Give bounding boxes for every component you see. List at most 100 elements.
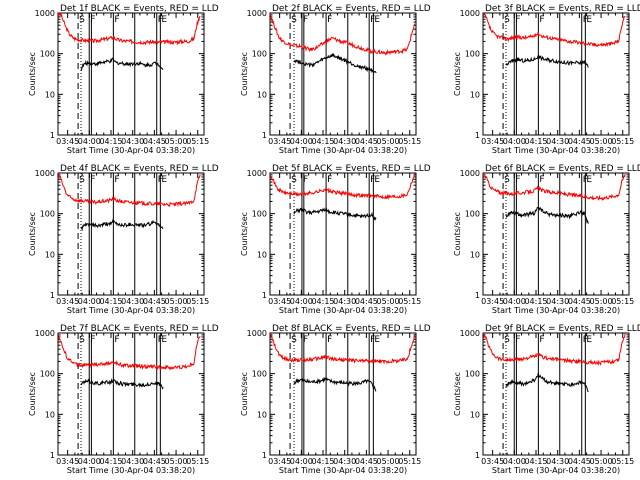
plot-frame: [482, 332, 630, 456]
y-tick-label: 10: [257, 90, 267, 99]
x-tick-label: 05:15: [398, 137, 421, 146]
marker-label: E: [586, 175, 592, 185]
x-tick-label: 04:45: [568, 297, 591, 306]
series-events-line: [505, 373, 589, 393]
panel-title: Det 7f BLACK = Events, RED = LLD: [60, 324, 219, 334]
marker-label: F: [539, 175, 544, 185]
x-axis-label: Start Time (30-Apr-04 03:38:20): [492, 146, 620, 155]
panel-det-5: Det 5f BLACK = Events, RED = LLD 1 10 100 10…: [240, 164, 431, 315]
y-axis-label: Counts/sec: [240, 52, 249, 96]
panel-det-8: Det 8f BLACK = Events, RED = LLD 1 10 100 10…: [240, 324, 431, 475]
y-tick-label: 1000: [247, 9, 267, 18]
x-tick-label: 03:45: [56, 297, 79, 306]
x-tick-label: 04:45: [143, 457, 166, 466]
series-lld-line: [58, 13, 201, 46]
x-tick-label: 04:30: [333, 137, 356, 146]
marker-label: E: [586, 15, 592, 25]
plot-frame: [482, 172, 630, 296]
marker-label: S: [504, 175, 510, 185]
y-tick-label: 1000: [460, 329, 480, 338]
x-tick-label: 04:00: [503, 457, 526, 466]
series-events-line: [293, 52, 377, 74]
panel-det-6: Det 6f BLACK = Events, RED = LLD 1 10 100 10…: [453, 164, 640, 315]
series-lld-line: [483, 173, 626, 201]
panel-title: Det 5f BLACK = Events, RED = LLD: [272, 164, 431, 174]
marker-label: S: [504, 15, 510, 25]
series-lld-line: [270, 333, 416, 365]
marker-label: S: [79, 175, 85, 185]
y-tick-label: 100: [465, 50, 480, 59]
x-tick-label: 04:45: [568, 137, 591, 146]
x-tick-label: 05:00: [165, 297, 188, 306]
marker-label: S: [504, 335, 510, 345]
y-tick-label: 1: [475, 291, 480, 300]
y-tick-label: 1000: [460, 169, 480, 178]
y-axis-label: Counts/sec: [28, 52, 37, 96]
x-tick-label: 05:15: [611, 457, 634, 466]
y-tick-label: 100: [252, 50, 267, 59]
x-tick-label: 04:30: [546, 297, 569, 306]
x-tick-label: 04:30: [121, 297, 144, 306]
x-tick-label: 05:15: [398, 297, 421, 306]
series-lld-line: [483, 333, 626, 366]
x-tick-label: 05:15: [186, 137, 209, 146]
y-tick-label: 100: [40, 210, 55, 219]
marker-label: E: [374, 335, 380, 345]
marker-label: F: [370, 335, 375, 345]
x-tick-label: 04:45: [143, 297, 166, 306]
plot-frame: [269, 12, 417, 136]
panel-title: Det 2f BLACK = Events, RED = LLD: [272, 4, 431, 14]
y-axis-label: Counts/sec: [28, 372, 37, 416]
marker-label: F: [303, 15, 308, 25]
x-tick-label: 04:45: [355, 137, 378, 146]
x-tick-label: 04:15: [311, 457, 334, 466]
x-tick-label: 03:45: [481, 457, 504, 466]
marker-label: F: [327, 175, 332, 185]
x-tick-label: 04:15: [99, 297, 122, 306]
x-tick-label: 05:00: [377, 137, 400, 146]
y-tick-label: 1000: [247, 329, 267, 338]
x-tick-label: 04:15: [99, 457, 122, 466]
panel-det-2: Det 2f BLACK = Events, RED = LLD 1 10 100 10…: [240, 4, 431, 155]
series-events-line: [80, 218, 164, 232]
y-tick-label: 1000: [35, 329, 55, 338]
marker-label: F: [370, 15, 375, 25]
x-tick-label: 04:30: [333, 297, 356, 306]
x-tick-label: 05:00: [165, 137, 188, 146]
x-tick-label: 05:15: [611, 297, 634, 306]
x-axis-label: Start Time (30-Apr-04 03:38:20): [279, 306, 407, 315]
x-tick-label: 03:45: [268, 297, 291, 306]
series-events-line: [505, 206, 589, 224]
y-tick-label: 10: [470, 410, 480, 419]
series-events-line: [80, 377, 164, 390]
x-tick-label: 04:30: [121, 457, 144, 466]
marker-label: F: [114, 335, 119, 345]
x-tick-label: 04:45: [355, 297, 378, 306]
panel-det-3: Det 3f BLACK = Events, RED = LLD 1 10 100 10…: [453, 4, 640, 155]
y-axis-label: Counts/sec: [453, 52, 462, 96]
plot-frame: [269, 172, 417, 296]
y-axis-label: Counts/sec: [240, 372, 249, 416]
x-tick-label: 04:00: [290, 297, 313, 306]
x-tick-label: 04:00: [503, 297, 526, 306]
series-lld-line: [58, 333, 201, 371]
marker-label: E: [161, 175, 167, 185]
x-tick-label: 05:00: [590, 297, 613, 306]
x-tick-label: 04:00: [290, 137, 313, 146]
x-tick-label: 04:45: [568, 457, 591, 466]
x-axis-label: Start Time (30-Apr-04 03:38:20): [67, 306, 195, 315]
x-tick-label: 04:00: [78, 137, 101, 146]
x-axis-label: Start Time (30-Apr-04 03:38:20): [279, 466, 407, 475]
y-axis-label: Counts/sec: [453, 212, 462, 256]
series-lld-line: [483, 13, 626, 48]
y-tick-label: 1: [262, 451, 267, 460]
x-axis-label: Start Time (30-Apr-04 03:38:20): [492, 306, 620, 315]
plot-frame: [57, 332, 205, 456]
marker-label: F: [370, 175, 375, 185]
x-tick-label: 05:00: [377, 297, 400, 306]
y-axis-label: Counts/sec: [240, 212, 249, 256]
x-tick-label: 05:00: [590, 137, 613, 146]
x-tick-label: 05:00: [165, 457, 188, 466]
x-tick-label: 04:15: [524, 297, 547, 306]
panel-title: Det 9f BLACK = Events, RED = LLD: [485, 324, 640, 334]
